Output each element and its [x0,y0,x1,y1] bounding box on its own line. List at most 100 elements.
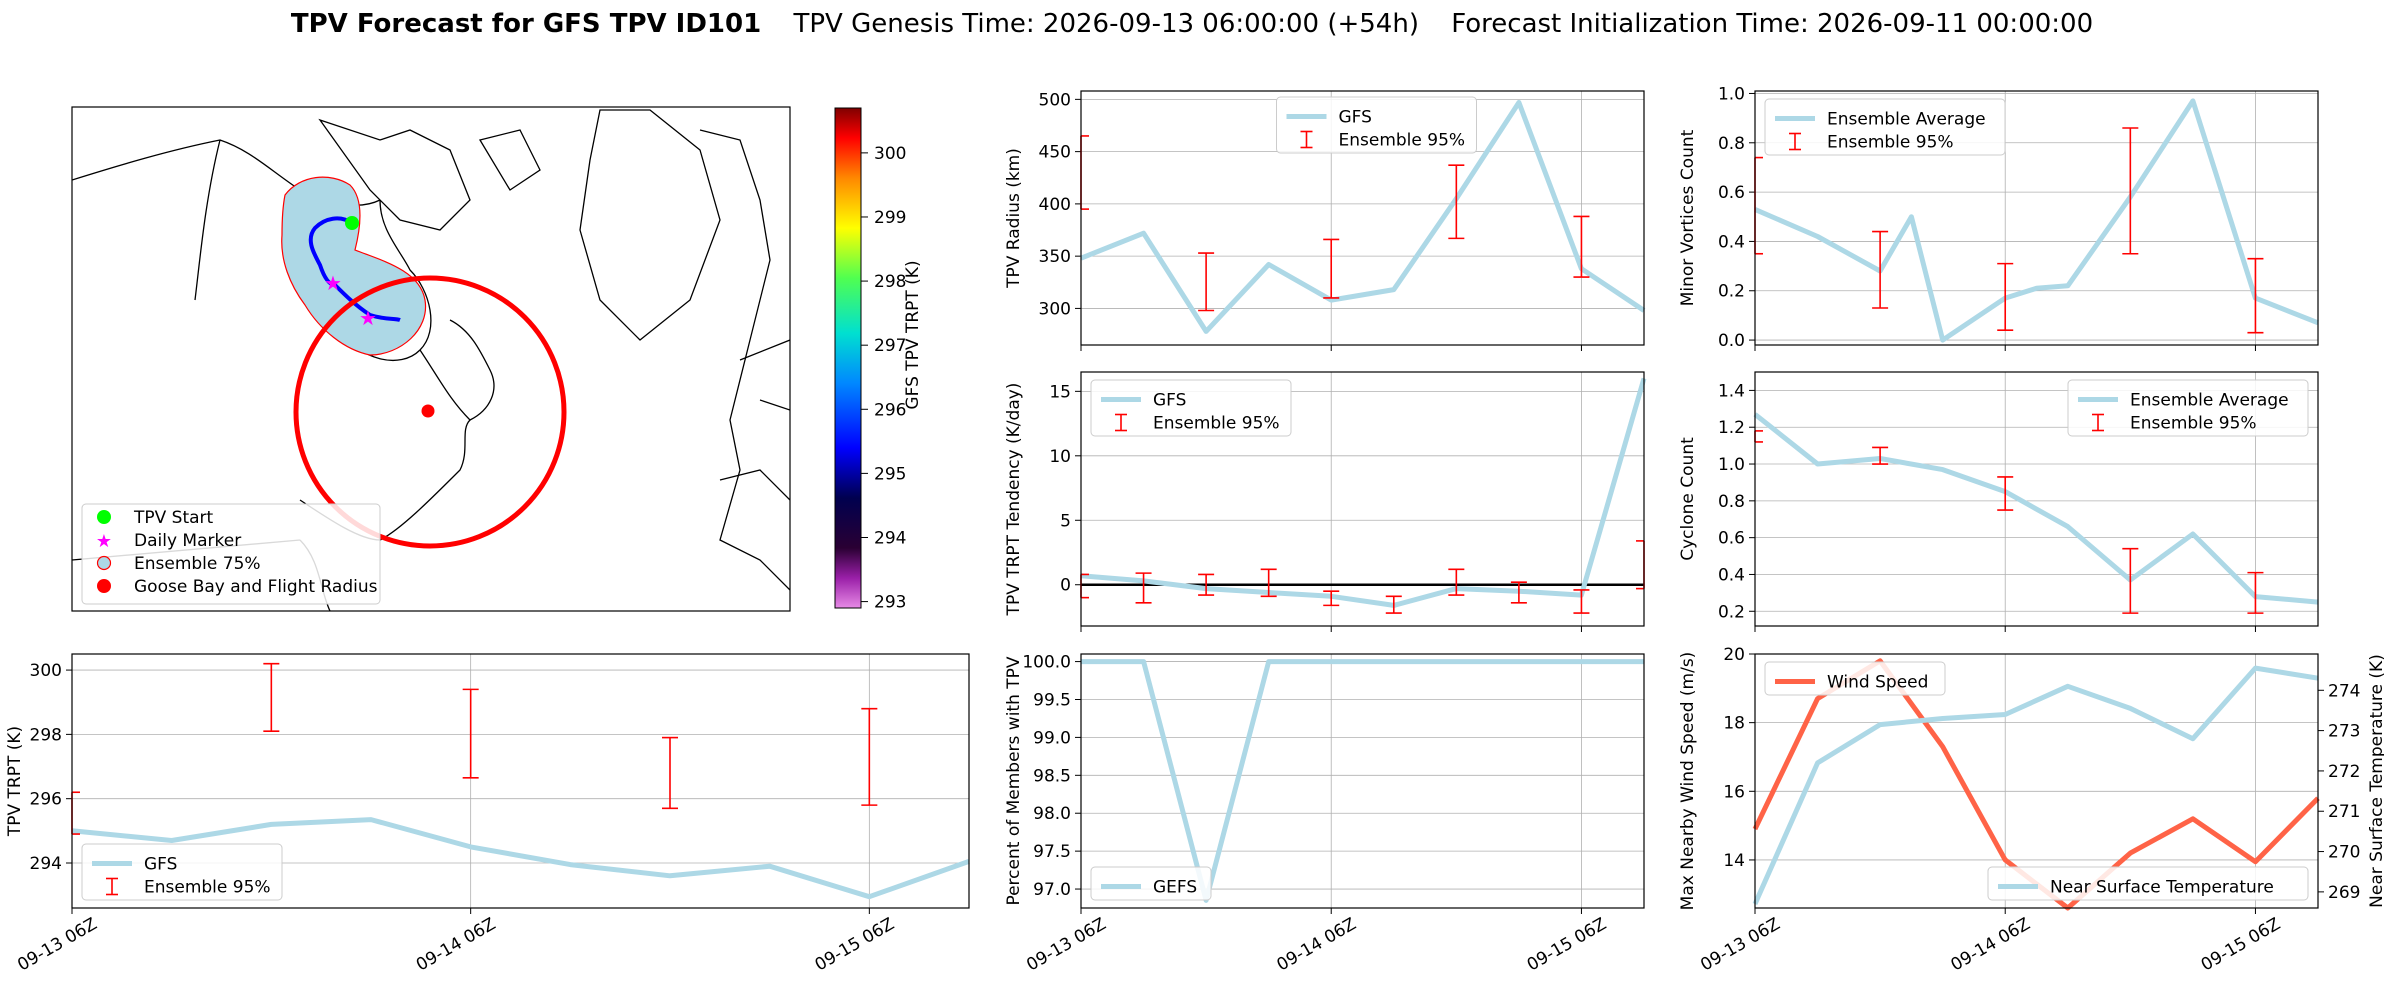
colorbar-tick-label: 293 [874,593,906,613]
colorbar-tick-label: 295 [874,464,906,484]
y-tick-label: 18 [1723,714,1745,734]
legend: Wind Speed [1764,661,1946,696]
x-tick-label: 09-13 06Z [1023,914,1109,975]
figure-title: TPV Forecast for GFS TPV ID101 TPV Genes… [291,9,2093,39]
legend-label: Ensemble Average [2130,391,2289,411]
y2-axis-label: Near Surface Temperature (K) [2367,654,2384,908]
coastline-labrador [419,319,495,421]
legend-label: GFS [1153,391,1186,411]
y-tick-label: 296 [30,790,62,810]
y-axis-label: TPV TRPT (K) [5,726,25,837]
axes-frame [1754,371,2319,627]
legend-label: Ensemble 95% [1827,133,1954,153]
y-axis-label: Cyclone Count [1678,437,1698,561]
title-bold: TPV Forecast for GFS TPV ID101 [291,9,761,39]
legend-label: Ensemble Average [1827,110,1986,130]
series-line-gfs [1080,100,1646,334]
legend-tpv-start: TPV Start [133,508,214,528]
axes-frame [1080,371,1645,627]
radius-chart: 300 350 400 450 500 TPV Radius (km) GFS Ensembl… [1004,90,1646,351]
x-tick-label: 09-15 06Z [1524,914,1610,975]
y-tick-label: 1.2 [1718,418,1745,438]
y-tick-label: 350 [1039,247,1071,267]
legend-box [81,843,283,901]
tendency-chart: 0 5 10 15 TPV TRPT Tendency (K/day) GFS Ensemb… [1004,371,1647,632]
legend-label: Ensemble 95% [2130,414,2257,434]
y-tick-label: 20 [1723,645,1745,665]
y-tick-label: 0.4 [1718,565,1745,585]
y-tick-label: 5 [1060,511,1071,531]
colorbar-tick-label: 298 [874,272,906,292]
legend-label: GFS [144,855,177,875]
legend-tpv-start-icon [97,510,111,524]
members-chart: 97.0 97.5 98.0 98.5 99.0 99.5 100.0 09-13 06Z 09… [1004,653,1645,976]
x-tick-label: 09-15 06Z [812,914,898,975]
colorbar-tick-label: 294 [874,528,906,548]
x-tick-label: 09-14 06Z [1947,914,2033,975]
legend-label: Ensemble 95% [1153,414,1280,434]
y-axis-label: TPV TRPT Tendency (K/day) [1004,383,1024,617]
series-line-ensemble-average [1754,98,2319,343]
legend-box [2067,379,2309,437]
y2-tick-label: 269 [2328,883,2360,903]
y-tick-label: 14 [1723,851,1745,871]
flight-radius-circle [293,275,567,549]
y-tick-label: 294 [30,854,62,874]
colorbar-tick-label: 299 [874,208,906,228]
legend-label: GFS [1339,108,1372,128]
series-line-gfs [71,817,970,900]
coastline-greenland-east [699,129,790,591]
map-legend: TPV Start ★ Daily Marker Ensemble 75% Go… [81,503,381,605]
map-legend-box [81,503,381,605]
colorbar-tick-label: 300 [874,144,906,164]
series-line-gfs [1080,377,1647,608]
y-tick-label: 1.0 [1718,84,1745,104]
legend-goose-bay: Goose Bay and Flight Radius [134,577,378,597]
legend-daily-marker-icon: ★ [96,531,112,552]
colorbar-tick-label: 296 [874,400,906,420]
axes-frame [1080,653,1645,909]
legend: Near Surface Temperature [1987,866,2309,901]
y2-tick-label: 271 [2328,802,2360,822]
y-axis-label: Max Nearby Wind Speed (m/s) [1678,652,1698,911]
y2-tick-label: 272 [2328,762,2360,782]
y2-tick-label: 270 [2328,843,2360,863]
x-tick-label: 09-14 06Z [1273,914,1359,975]
legend-box [1987,866,2309,901]
y-tick-label: 0.4 [1718,232,1745,252]
colorbar-tick-label: 297 [874,336,906,356]
y-tick-label: 1.0 [1718,455,1745,475]
y-tick-label: 16 [1723,782,1745,802]
y-tick-label: 450 [1039,143,1071,163]
y-tick-label: 298 [30,725,62,745]
axes-frame [71,653,970,909]
x-tick-label: 09-13 06Z [14,914,100,975]
minor-vortices-chart: 0.0 0.2 0.4 0.6 0.8 1.0 Minor Vortices Count En… [1678,84,2319,351]
colorbar-label: GFS TPV TRPT (K) [903,260,923,409]
legend: GFS Ensemble 95% [81,843,283,901]
legend-label: Ensemble 95% [144,878,271,898]
cyclone-count-chart: 0.2 0.4 0.6 0.8 1.0 1.2 1.4 Cyclone Count Ensemb… [1678,371,2319,632]
axes-frame [1080,90,1645,346]
y-tick-label: 15 [1049,382,1071,402]
x-tick-label: 09-13 06Z [1697,914,1783,975]
y-tick-label: 0.2 [1718,282,1745,302]
colorbar-bar [834,107,862,609]
y-tick-label: 300 [30,661,62,681]
legend-label: Ensemble 95% [1339,131,1466,151]
legend-ensemble-icon [96,555,112,571]
legend-daily-marker: Daily Marker [134,531,241,551]
series-line-gefs [1081,659,1644,903]
legend-box [1090,379,1292,437]
y-tick-label: 0.6 [1718,529,1745,549]
tpv-start-marker [345,216,359,230]
title-init: Forecast Initialization Time: 2026-09-11… [1451,9,2093,39]
y-tick-label: 97.0 [1033,880,1071,900]
coastline-europe [719,339,790,501]
y-tick-label: 0.8 [1718,492,1745,512]
axes-frame [1754,90,2319,346]
y2-tick-label: 273 [2328,722,2360,742]
colorbar-ticks: 300 299 298 297 296 295 294 293 [861,144,906,613]
legend-box [1276,96,1477,154]
